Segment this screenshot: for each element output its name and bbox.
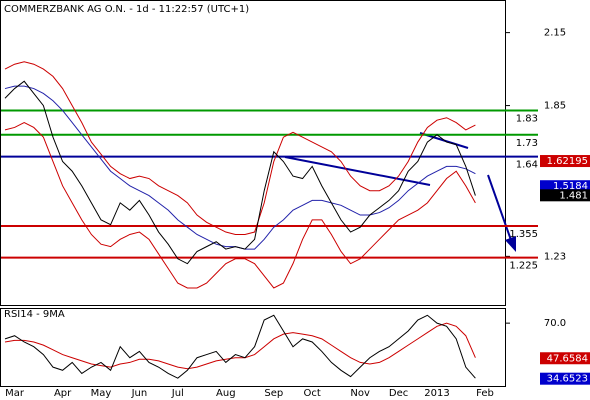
value-box-label: 47.6584 [547, 353, 588, 364]
rsi-panel [0, 308, 506, 387]
series-line [4, 80, 476, 265]
level-label: 1.225 [509, 261, 538, 272]
value-box-label: 1.5184 [553, 181, 588, 192]
level-label: 1.83 [516, 113, 538, 124]
price-panel [0, 0, 506, 306]
arrow-head [505, 236, 516, 252]
x-tick-label: May [91, 388, 112, 399]
series-line [4, 122, 476, 289]
x-tick-label: Sep [264, 388, 283, 399]
value-box [540, 352, 590, 365]
x-tick-label: Oct [304, 388, 321, 399]
x-tick-label: Jul [171, 388, 184, 399]
value-box-label: 1.62195 [547, 156, 588, 167]
x-tick-label: Nov [350, 388, 370, 399]
y-tick-label: 70.0 [544, 318, 566, 329]
x-tick-label: Jun [131, 388, 148, 399]
value-box [540, 180, 590, 193]
arrow [487, 174, 513, 244]
chart-title: COMMERZBANK AG O.N. - 1d - 11:22:57 (UTC… [4, 4, 249, 15]
series-line [4, 322, 476, 370]
y-tick-label: 2.15 [544, 28, 566, 39]
series-line [4, 314, 476, 379]
value-box [540, 189, 590, 202]
level-label: 1.73 [516, 138, 538, 149]
x-tick-label: Dec [389, 388, 408, 399]
x-tick-label: Feb [476, 388, 494, 399]
trend-line [284, 156, 431, 186]
rsi-title: RSI14 - 9MA [4, 309, 65, 320]
x-tick-label: Aug [216, 388, 236, 399]
x-tick-label: Apr [54, 388, 72, 399]
series-line [4, 61, 476, 235]
value-box-label: 34.6523 [547, 374, 588, 385]
x-tick-label: 2013 [424, 388, 449, 399]
level-label: 1.64 [516, 160, 538, 171]
value-box-label: 1.481 [559, 190, 588, 201]
y-tick-label: 1.23 [544, 251, 566, 262]
level-label: 1.355 [509, 229, 538, 240]
value-box [540, 372, 590, 385]
y-tick-label: 1.85 [544, 101, 566, 112]
x-tick-label: Mar [5, 388, 25, 399]
value-box [540, 155, 590, 168]
